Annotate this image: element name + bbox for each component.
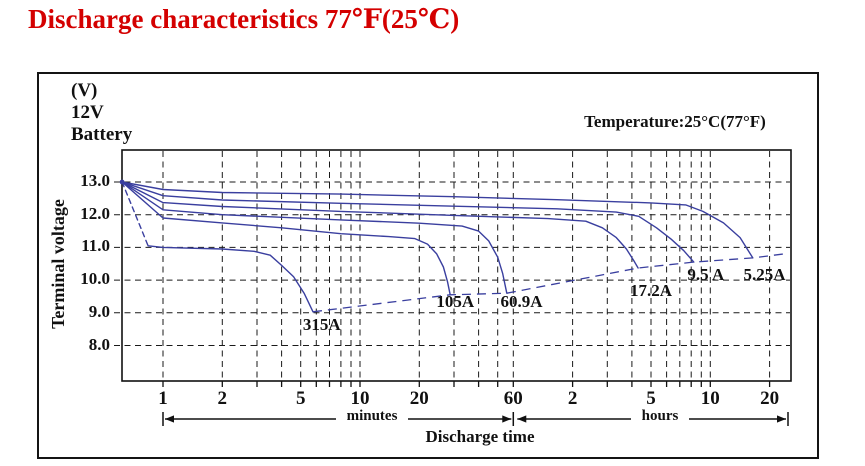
curve-label-60.9A: 60.9A bbox=[500, 292, 543, 312]
y-tick-label: 10.0 bbox=[80, 269, 110, 289]
discharge-curve-17.2A bbox=[121, 181, 639, 269]
range-arrowhead bbox=[777, 415, 786, 423]
x-tick-label: 10 bbox=[350, 388, 370, 409]
battery-voltage-label: 12V bbox=[71, 102, 104, 123]
curve-initial-drop-315A bbox=[121, 181, 149, 247]
x-tick-label: 2 bbox=[567, 388, 578, 409]
x-tick-label: 5 bbox=[295, 388, 306, 409]
minutes-range-label: minutes bbox=[346, 408, 398, 424]
y-tick-label: 9.0 bbox=[88, 301, 110, 321]
plot-border bbox=[121, 149, 792, 382]
battery-word-label: Battery bbox=[71, 124, 133, 145]
curve-label-9.5A: 9.5 A bbox=[687, 265, 725, 285]
discharge-curve-9.5A bbox=[121, 181, 695, 263]
x-tick-label: 5 bbox=[646, 388, 656, 409]
discharge-curve-5.25A bbox=[121, 181, 754, 259]
curve-label-315A: 315A bbox=[302, 315, 341, 335]
y-tick-label: 8.0 bbox=[88, 334, 110, 354]
range-arrowhead bbox=[502, 415, 512, 423]
x-tick-label: 2 bbox=[217, 388, 228, 409]
temperature-label: Temperature:25°C(77°F) bbox=[584, 112, 766, 131]
y-tick-label: 13.0 bbox=[80, 171, 110, 190]
discharge-curve-105A bbox=[121, 181, 451, 296]
x-tick-label: 20 bbox=[760, 388, 780, 409]
x-tick-label: 1 bbox=[158, 388, 168, 409]
x-tick-label: 60 bbox=[503, 388, 523, 409]
unit-label: (V) bbox=[71, 80, 98, 101]
curve-label-5.25A: 5.25A bbox=[743, 265, 786, 285]
y-tick-label: 11.0 bbox=[81, 236, 110, 256]
discharge-curve-60.9A bbox=[121, 181, 508, 294]
curve-label-17.2A: 17.2A bbox=[629, 280, 673, 300]
range-arrowhead bbox=[165, 415, 174, 423]
x-axis-title: Discharge time bbox=[425, 427, 535, 446]
y-tick-label: 12.0 bbox=[80, 203, 110, 223]
x-tick-label: 20 bbox=[409, 388, 429, 409]
curves-origin-point bbox=[119, 179, 125, 185]
chart-frame bbox=[37, 72, 819, 459]
x-tick-label: 10 bbox=[700, 388, 720, 409]
curve-label-105A: 105A bbox=[436, 292, 475, 312]
hours-range-label: hours bbox=[641, 408, 679, 424]
discharge-curve-315A bbox=[147, 245, 314, 313]
battery-corner-label: (V) 12V Battery bbox=[71, 80, 132, 146]
cutoff-voltage-line bbox=[312, 252, 789, 313]
range-arrowhead bbox=[517, 415, 527, 423]
chart-title: Discharge characteristics 77℉(25℃) bbox=[28, 4, 460, 34]
